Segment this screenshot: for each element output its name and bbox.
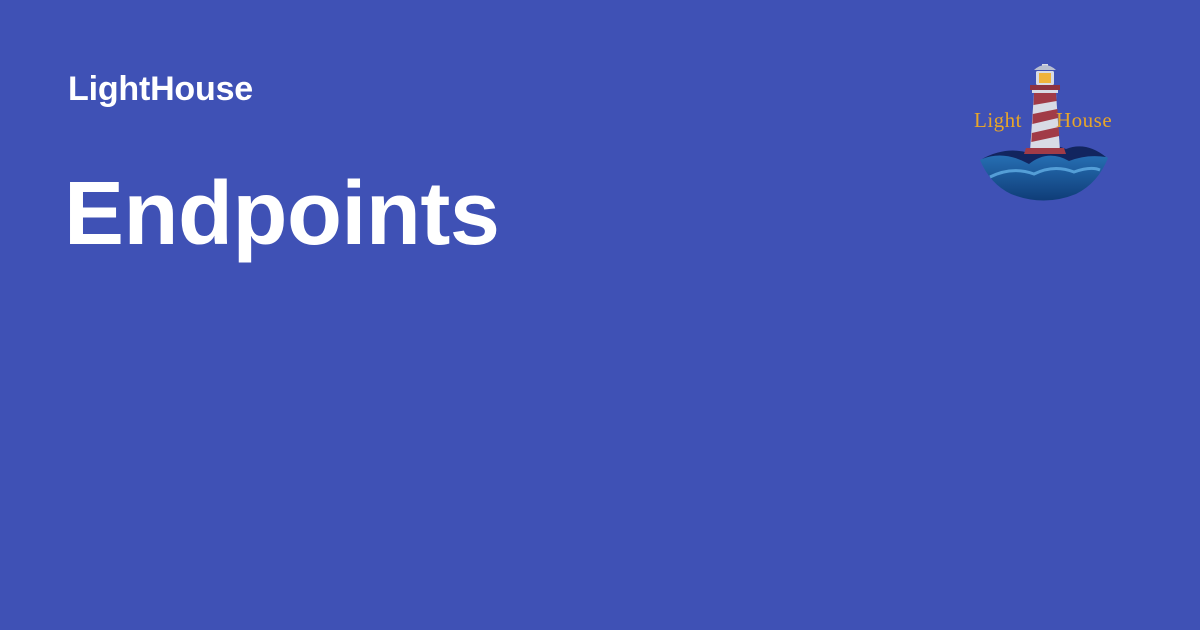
page-title: Endpoints (64, 164, 500, 264)
logo-text-left: Light (974, 108, 1022, 132)
logo-text-right: House (1056, 108, 1112, 132)
logo: Light House (968, 58, 1120, 206)
site-name: LightHouse (68, 70, 253, 108)
lighthouse-icon: Light House (974, 64, 1112, 201)
